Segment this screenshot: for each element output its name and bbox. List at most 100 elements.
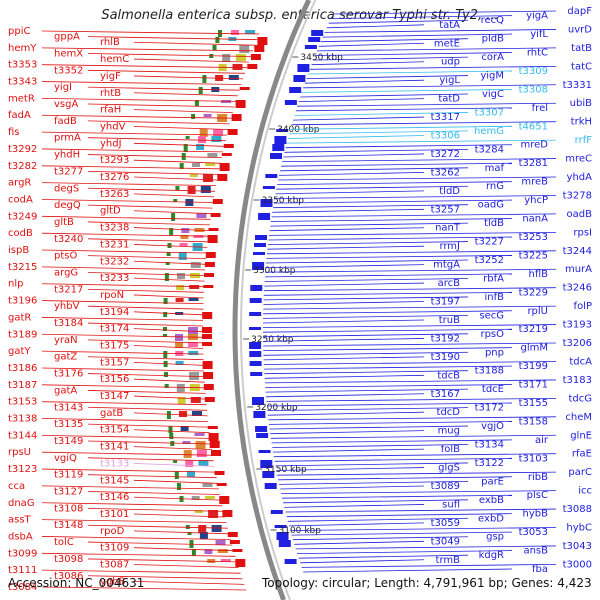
feature-block <box>252 397 264 405</box>
gene-leader-left <box>41 81 242 85</box>
gene-leader-right <box>295 107 513 112</box>
gene-leader-left <box>87 154 222 158</box>
gene-leader-left <box>87 423 209 428</box>
gene-leader-left <box>133 564 239 568</box>
gene-label-right: t3246 <box>563 283 592 294</box>
feature-block <box>189 285 200 289</box>
gene-label-left: t3154 <box>100 425 129 436</box>
feature-block <box>188 298 199 301</box>
gene-leader-left <box>87 575 243 580</box>
feature-block <box>177 273 185 279</box>
gene-label-right: t3089 <box>431 481 460 492</box>
gene-leader-right <box>273 204 469 209</box>
gene-leader-left <box>41 215 211 220</box>
gene-label-right: rrfF <box>575 135 593 146</box>
feature-block <box>215 37 220 43</box>
gene-label-right: mreD <box>521 140 549 151</box>
gene-leader-left <box>87 204 213 209</box>
gene-label-right: tatA <box>439 20 460 31</box>
feature-block <box>262 471 275 478</box>
feature-block <box>235 100 246 108</box>
gene-leader-right <box>286 139 557 144</box>
feature-block <box>229 540 240 544</box>
gene-leader-right <box>262 319 425 324</box>
gene-leader-right <box>289 130 469 135</box>
feature-block <box>174 471 179 479</box>
feature-block <box>198 136 206 143</box>
gene-leader-right <box>283 499 469 504</box>
gene-leader-right <box>266 250 557 255</box>
gene-leader-left <box>41 97 237 102</box>
feature-block <box>205 163 216 166</box>
gene-leader-left <box>133 294 204 299</box>
feature-block <box>208 433 219 441</box>
feature-block <box>247 64 258 69</box>
feature-block <box>163 327 167 331</box>
gene-leader-right <box>274 457 513 462</box>
feature-block <box>297 64 310 72</box>
gene-leader-right <box>295 545 557 550</box>
gene-label-left: t3194 <box>100 307 129 318</box>
gene-leader-left <box>41 451 213 456</box>
feature-block <box>182 441 191 444</box>
feature-block <box>192 411 202 416</box>
gene-label-right: yigM <box>480 71 504 82</box>
gene-label-left: t3119 <box>54 470 83 481</box>
gene-label-right: t3000 <box>563 559 592 570</box>
feature-block <box>252 262 265 270</box>
feature-block <box>217 549 228 553</box>
gene-label-left: yraN <box>54 335 78 346</box>
gene-label-right: tatD <box>438 94 460 105</box>
feature-block <box>191 114 196 119</box>
gene-leader-right <box>303 84 557 89</box>
gene-leader-right <box>267 407 469 411</box>
feature-block <box>188 351 199 355</box>
gene-label-right: yigL <box>439 75 460 86</box>
gene-label-right: infB <box>485 292 505 303</box>
gene-label-right: t3171 <box>519 380 548 391</box>
gene-leader-left <box>133 75 244 80</box>
gene-leader-right <box>263 351 469 356</box>
gene-leader-left <box>133 92 238 97</box>
gene-leader-left <box>41 148 223 153</box>
gene-label-right: murA <box>565 264 592 275</box>
gene-label-left: t3098 <box>54 554 83 565</box>
gene-label-left: gppA <box>54 32 80 43</box>
gene-leader-left <box>41 502 223 507</box>
feature-block <box>245 30 256 34</box>
gene-leader-right <box>272 208 425 213</box>
gene-label-left: t3145 <box>100 475 129 486</box>
gene-label-right: rrmJ <box>439 241 460 252</box>
gene-label-left: t3231 <box>100 239 129 250</box>
gene-leader-left <box>87 137 226 142</box>
feature-block <box>203 114 212 117</box>
gene-label-left: t3157 <box>100 357 129 368</box>
gene-leader-left <box>133 580 245 585</box>
gene-label-left: fadA <box>8 110 31 121</box>
gene-leader-left <box>41 333 204 338</box>
gene-leader-left <box>41 586 247 591</box>
gene-label-left: rpoD <box>100 526 125 537</box>
feature-block <box>202 483 213 487</box>
feature-block <box>203 285 214 288</box>
gene-leader-right <box>300 559 425 564</box>
gene-leader-right <box>326 24 425 29</box>
feature-block <box>276 532 289 540</box>
gene-label-left: yhbV <box>54 301 80 312</box>
gene-label-left: ptsO <box>54 251 77 262</box>
gene-leader-right <box>273 199 513 204</box>
gene-label-right: t3225 <box>519 250 548 261</box>
gene-leader-left <box>41 384 206 389</box>
gene-label-right: ubiB <box>570 98 592 109</box>
gene-label-left: ispB <box>8 245 29 256</box>
feature-block <box>204 549 213 554</box>
gene-label-right: rhtC <box>527 48 548 59</box>
gene-label-left: prmA <box>54 133 81 144</box>
gene-label-right: t3155 <box>519 398 548 409</box>
gene-leader-right <box>264 273 513 278</box>
gene-label-right: tldB <box>484 218 504 229</box>
gene-label-right: udp <box>441 57 460 68</box>
gene-leader-right <box>275 190 425 195</box>
gene-label-right: t3272 <box>431 149 460 160</box>
